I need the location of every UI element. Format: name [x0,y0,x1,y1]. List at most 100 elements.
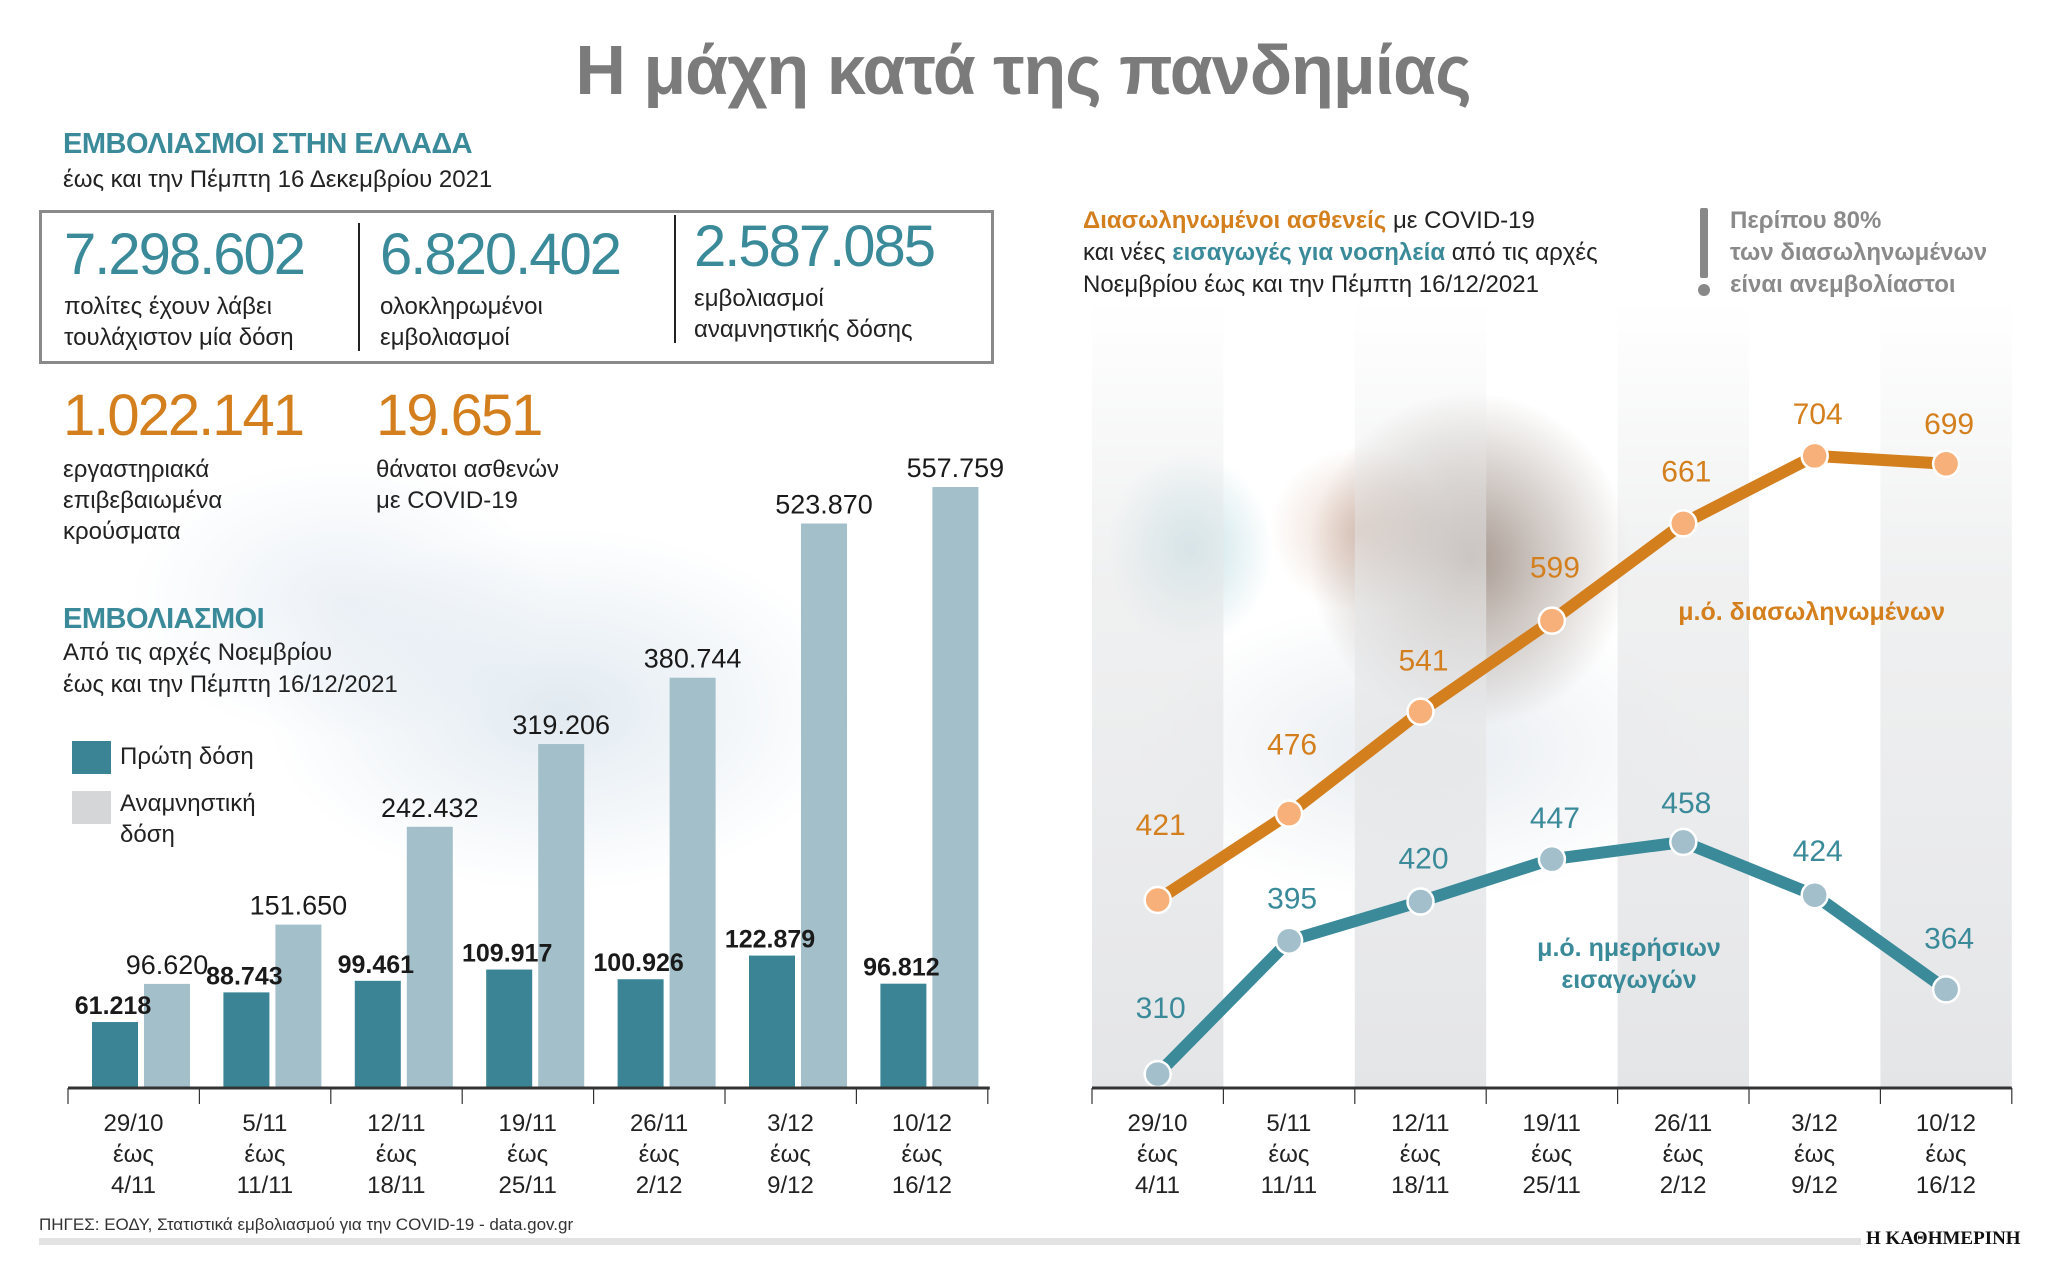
intubated-value-label: 699 [1924,408,1974,441]
intubated-point [1537,606,1567,635]
x-tick-label-line: έως [112,1141,154,1168]
x-tick-label-line: 9/12 [767,1172,814,1199]
x-tick-label: 5/11 έως 11/11 [199,1108,330,1201]
legend-label-booster: Αναμνηστική [120,790,256,817]
admissions-point [1537,844,1567,874]
intubated-point [1406,697,1435,726]
stat-label: κρούσματα [63,518,181,545]
x-tick-label: 3/12 έως 9/12 [725,1108,856,1201]
vaccination-chart-heading: ΕΜΒΟΛΙΑΣΜΟΙ [63,603,265,635]
x-tick-label-line: 19/11 [1522,1110,1581,1137]
x-tick-label-line: 10/12 [1915,1110,1976,1137]
bar-booster [801,523,847,1088]
stat-value: 19.651 [376,383,543,448]
bar-label-first-dose: 88.743 [206,962,282,990]
legend-label-booster: δόση [120,821,175,848]
x-tick-label: 10/12 έως 16/12 [856,1108,987,1201]
bar-label-first-dose: 109.917 [462,940,552,968]
x-tick-label-line: 11/11 [1260,1172,1318,1199]
bar-label-booster: 151.650 [250,891,348,921]
page-title: Η μάχη κατά της πανδημίας [575,31,1471,109]
bar-label-booster: 96.620 [126,950,209,980]
x-tick-label-line: 18/11 [1391,1172,1450,1199]
bar-booster [406,826,453,1088]
bar-label-first-dose: 96.812 [863,954,939,982]
column-band [1354,300,1487,1088]
stat-value: 6.820.402 [380,222,622,287]
source-text: ΠΗΓΕΣ: ΕΟΔΥ, Στατιστικά εμβολιασμού για … [39,1215,574,1234]
legend-swatch-first-dose [72,741,111,774]
x-tick-label-line: 12/11 [1391,1110,1450,1137]
admissions-point [1931,975,1961,1004]
bar-label-first-dose: 99.461 [338,951,415,979]
admissions-point [1143,1059,1172,1089]
x-tick-label-line: 4/11 [1135,1172,1180,1199]
bar-first-dose [223,992,270,1088]
x-tick-label-line: έως [1793,1141,1835,1168]
intro-intubated: Διασωληνωμένοι ασθενείς [1083,207,1387,234]
exclamation-icon [1700,208,1708,278]
x-tick-label-line: έως [638,1141,680,1168]
x-tick-label-line: 16/12 [891,1172,952,1199]
intubated-value-label: 661 [1661,455,1711,488]
brand-logo: Η ΚΑΘΗΜΕΡΙΝΗ [1866,1228,2021,1249]
x-tick-label: 26/11 έως 2/12 [1618,1108,1749,1201]
bar-first-dose [749,955,795,1088]
stat-label: εργαστηριακά [63,456,210,483]
legend-label-first-dose: Πρώτη δόση [120,743,254,770]
intubated-point [1669,509,1698,538]
x-tick-label: 29/10 έως 4/11 [68,1108,199,1201]
divider [674,215,676,343]
intubated-point [1931,449,1961,479]
intro-text: με COVID-19 [1386,207,1535,234]
x-tick-label-line: 19/11 [498,1110,557,1137]
greece-heading: ΕΜΒΟΛΙΑΣΜΟΙ ΣΤΗΝ ΕΛΛΑΔΑ [63,128,473,160]
column-band [1617,300,1749,1088]
x-tick-label-line: έως [244,1141,286,1168]
admissions-value-label: 364 [1924,922,1974,955]
bar-label-first-dose: 61.218 [75,992,152,1020]
x-tick-label-line: έως [507,1141,549,1168]
bar-first-dose [880,983,927,1088]
admissions-value-label: 420 [1398,843,1448,876]
vaccination-chart-sub: έως και την Πέμπτη 16/12/2021 [63,671,398,698]
stat-label: με COVID-19 [376,487,518,514]
vaccination-stats-box: 7.298.602 πολίτες έχουν λάβει τουλάχιστο… [39,210,994,364]
stat-label: πολίτες έχουν λάβει [64,293,272,320]
intro-text: και νέες [1083,239,1173,266]
x-tick-label-line: 2/12 [635,1172,683,1199]
x-tick-label-line: 5/11 [242,1110,288,1137]
x-tick-label-line: έως [769,1141,811,1168]
bar-label-booster: 523.870 [775,490,873,520]
x-tick-label-line: έως [1268,1141,1310,1168]
bar-label-first-dose: 122.879 [725,926,815,954]
intubated-value-label: 704 [1793,398,1843,431]
x-tick-label-line: 12/11 [367,1110,426,1137]
x-tick-label: 19/11 έως 25/11 [462,1108,593,1201]
bar-booster [932,487,979,1088]
intubated-value-label: 421 [1136,809,1186,842]
admissions-value-label: 310 [1136,992,1186,1025]
x-tick-label: 10/12 έως 16/12 [1880,1108,2011,1201]
x-tick-label-line: έως [1925,1141,1967,1168]
admissions-point [1800,880,1829,910]
bar-label-first-dose: 100.926 [593,949,683,977]
vaccination-chart-sub: Από τις αρχές Νοεμβρίου [63,639,333,666]
x-tick-label-line: 25/11 [498,1172,557,1199]
bar-booster [275,924,322,1088]
intubated-point [1800,441,1829,471]
stat-label: ολοκληρωμένοι [380,293,543,320]
intubated-value-label: 599 [1530,552,1580,585]
x-tick-label: 26/11 έως 2/12 [594,1108,725,1201]
x-tick-label-line: 5/11 [1266,1110,1312,1137]
stat-deaths: 19.651 θάνατοι ασθενών με COVID-19 [376,386,559,516]
bar-label-booster: 557.759 [907,453,1005,483]
x-tick-label-line: έως [1136,1141,1178,1168]
stat-label: επιβεβαιωμένα [63,487,223,514]
admissions-point [1274,926,1304,955]
x-tick-label-line: 16/12 [1915,1172,1976,1199]
admissions-value-label: 395 [1267,883,1317,916]
x-tick-label-line: 9/12 [1791,1172,1838,1199]
admissions-point [1406,887,1435,916]
x-tick-label: 12/11 έως 18/11 [331,1108,462,1201]
